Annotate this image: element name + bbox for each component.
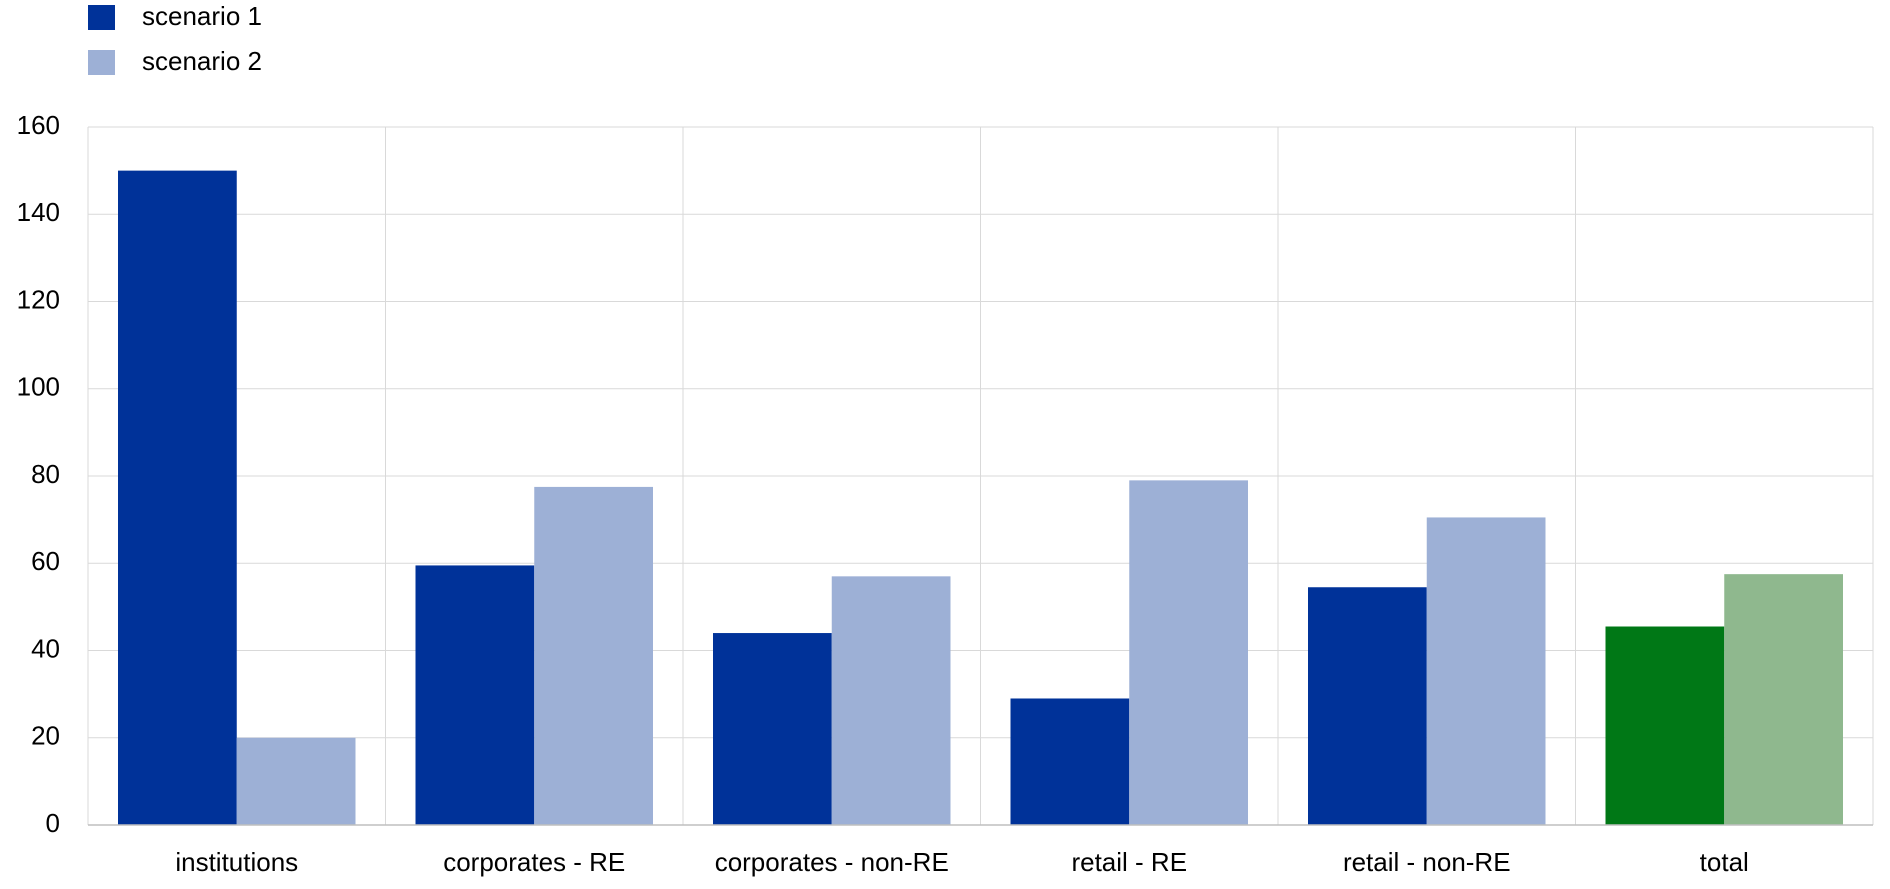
y-tick-label: 100	[17, 372, 60, 402]
x-tick-label: retail - non-RE	[1343, 847, 1511, 877]
bar	[1605, 626, 1725, 825]
legend-swatch	[88, 5, 115, 30]
y-tick-label: 0	[46, 808, 60, 838]
y-tick-label: 20	[31, 721, 60, 751]
bar	[534, 486, 653, 825]
bar	[118, 170, 237, 825]
bar	[1010, 698, 1130, 825]
y-tick-label: 80	[31, 459, 60, 489]
bar	[1308, 587, 1427, 825]
x-tick-label: corporates - non-RE	[715, 847, 949, 877]
bar	[236, 737, 356, 825]
legend-label: scenario 1	[142, 1, 262, 31]
y-tick-label: 160	[17, 110, 60, 140]
bar	[1724, 574, 1843, 825]
y-tick-label: 60	[31, 546, 60, 576]
x-tick-label: total	[1700, 847, 1749, 877]
bar	[713, 633, 832, 825]
legend-label: scenario 2	[142, 46, 262, 76]
y-tick-label: 40	[31, 633, 60, 663]
bar	[1426, 517, 1546, 825]
y-tick-label: 140	[17, 197, 60, 227]
bar	[1129, 480, 1248, 825]
bar	[415, 565, 535, 825]
x-tick-label: institutions	[175, 847, 298, 877]
x-tick-label: corporates - RE	[443, 847, 625, 877]
legend-swatch	[88, 50, 115, 75]
x-tick-label: retail - RE	[1071, 847, 1187, 877]
bar	[831, 576, 951, 825]
y-tick-label: 120	[17, 284, 60, 314]
